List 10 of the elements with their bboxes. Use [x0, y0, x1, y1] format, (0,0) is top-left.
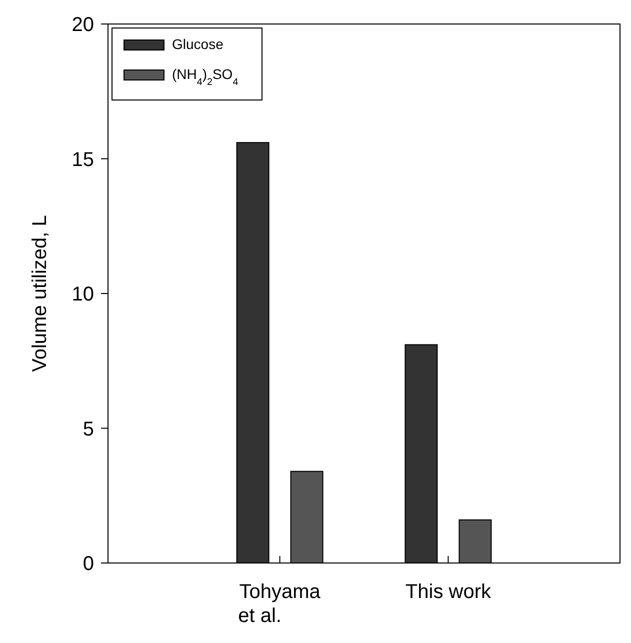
y-tick-label: 0 — [82, 553, 94, 575]
x-tick-label: This work — [405, 581, 492, 603]
y-axis-title: Volume utilized, L — [29, 215, 51, 372]
legend-label: Glucose — [172, 36, 224, 52]
y-tick-label: 10 — [72, 284, 94, 306]
legend-label: (NH$_{4}$)$_{2}$SO$_{4}$ — [172, 66, 239, 88]
y-tick-label: 15 — [72, 148, 94, 171]
y-tick-label: 20 — [72, 14, 94, 36]
x-tick-label: Tohyama et al. — [238, 581, 322, 627]
y-tick-label: 5 — [82, 418, 94, 440]
